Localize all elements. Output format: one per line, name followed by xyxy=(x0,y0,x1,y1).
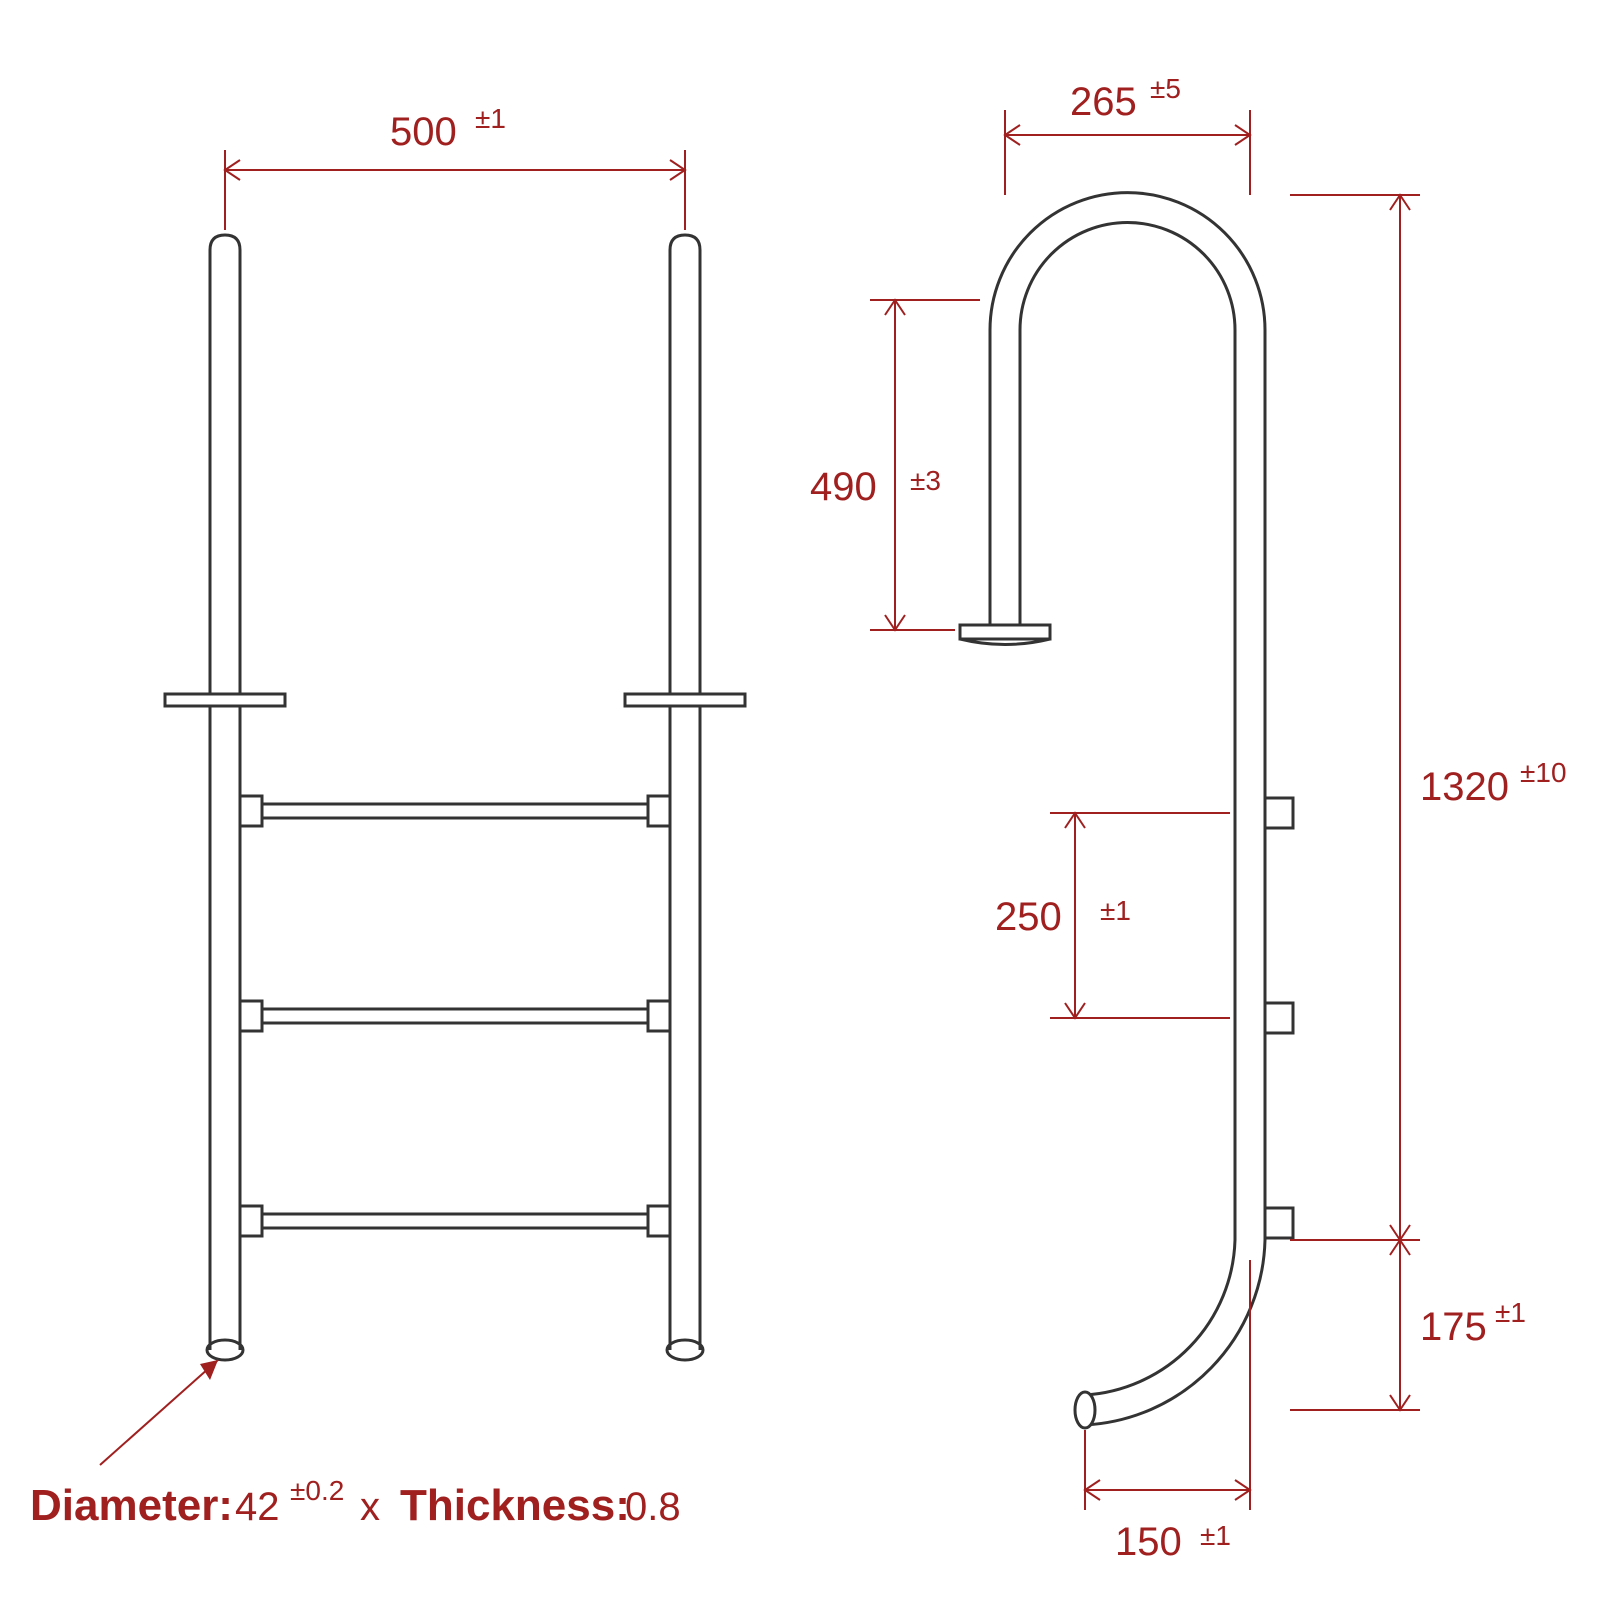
front-rail-right-outer xyxy=(670,235,700,1350)
front-rail-right-end xyxy=(667,1340,703,1360)
dim-1320: 1320 ±10 xyxy=(1290,195,1567,1240)
front-flange-right xyxy=(625,694,745,706)
dim-250-tol: ±1 xyxy=(1100,895,1131,926)
front-rail-left-end xyxy=(207,1340,243,1360)
dim-1320-value: 1320 xyxy=(1420,765,1509,809)
dim-265-value: 265 xyxy=(1070,80,1137,124)
front-flange-left xyxy=(165,694,285,706)
foot-inner-arc xyxy=(1085,1240,1235,1395)
side-bracket-3 xyxy=(1265,1208,1293,1238)
dim-250-value: 250 xyxy=(995,895,1062,939)
front-step-1 xyxy=(240,796,670,826)
foot-outer-arc xyxy=(1085,1240,1265,1425)
dim-150-tol: ±1 xyxy=(1200,1520,1231,1551)
dim-490-value: 490 xyxy=(810,465,877,509)
front-view xyxy=(165,235,745,1360)
dim-265: 265 ±5 xyxy=(1005,73,1250,195)
dim-1320-tol: ±10 xyxy=(1520,757,1567,788)
dim-500: 500 ±1 xyxy=(225,103,685,230)
dim-490: 490 ±3 xyxy=(810,300,980,630)
side-bracket-2 xyxy=(1265,1003,1293,1033)
diameter-value: 42 xyxy=(235,1485,280,1529)
dim-150: 150 ±1 xyxy=(1085,1260,1250,1564)
dim-490-tol: ±3 xyxy=(910,465,941,496)
side-flange xyxy=(960,625,1050,639)
front-step-3 xyxy=(240,1206,670,1236)
dim-175-value: 175 xyxy=(1420,1305,1487,1349)
dim-250: 250 ±1 xyxy=(995,813,1230,1018)
dim-500-tol: ±1 xyxy=(475,103,506,134)
side-bracket-1 xyxy=(1265,798,1293,828)
diameter-thickness-label: Diameter: 42 ±0.2 x Thickness: 0.8 xyxy=(30,1475,681,1530)
hook-outer-arc xyxy=(990,193,1265,330)
diameter-label: Diameter: xyxy=(30,1481,233,1530)
foot-end-cap xyxy=(1075,1392,1095,1428)
times-symbol: x xyxy=(360,1485,380,1529)
front-step-2 xyxy=(240,1001,670,1031)
thickness-value: 0.8 xyxy=(625,1485,681,1529)
dim-500-value: 500 xyxy=(390,110,457,154)
dim-265-tol: ±5 xyxy=(1150,73,1181,104)
diameter-tol: ±0.2 xyxy=(290,1475,344,1506)
thickness-label: Thickness: xyxy=(400,1481,630,1530)
front-rail-left-outer xyxy=(210,235,240,1350)
technical-drawing: 500 ±1 Diameter: 42 ±0.2 x Thickness: 0.… xyxy=(0,0,1600,1600)
dim-175-tol: ±1 xyxy=(1495,1297,1526,1328)
hook-inner-arc xyxy=(1020,223,1235,331)
side-view xyxy=(960,193,1293,1428)
dim-175: 175 ±1 xyxy=(1290,1240,1526,1410)
dim-150-value: 150 xyxy=(1115,1520,1182,1564)
diameter-arrow xyxy=(100,1360,218,1465)
